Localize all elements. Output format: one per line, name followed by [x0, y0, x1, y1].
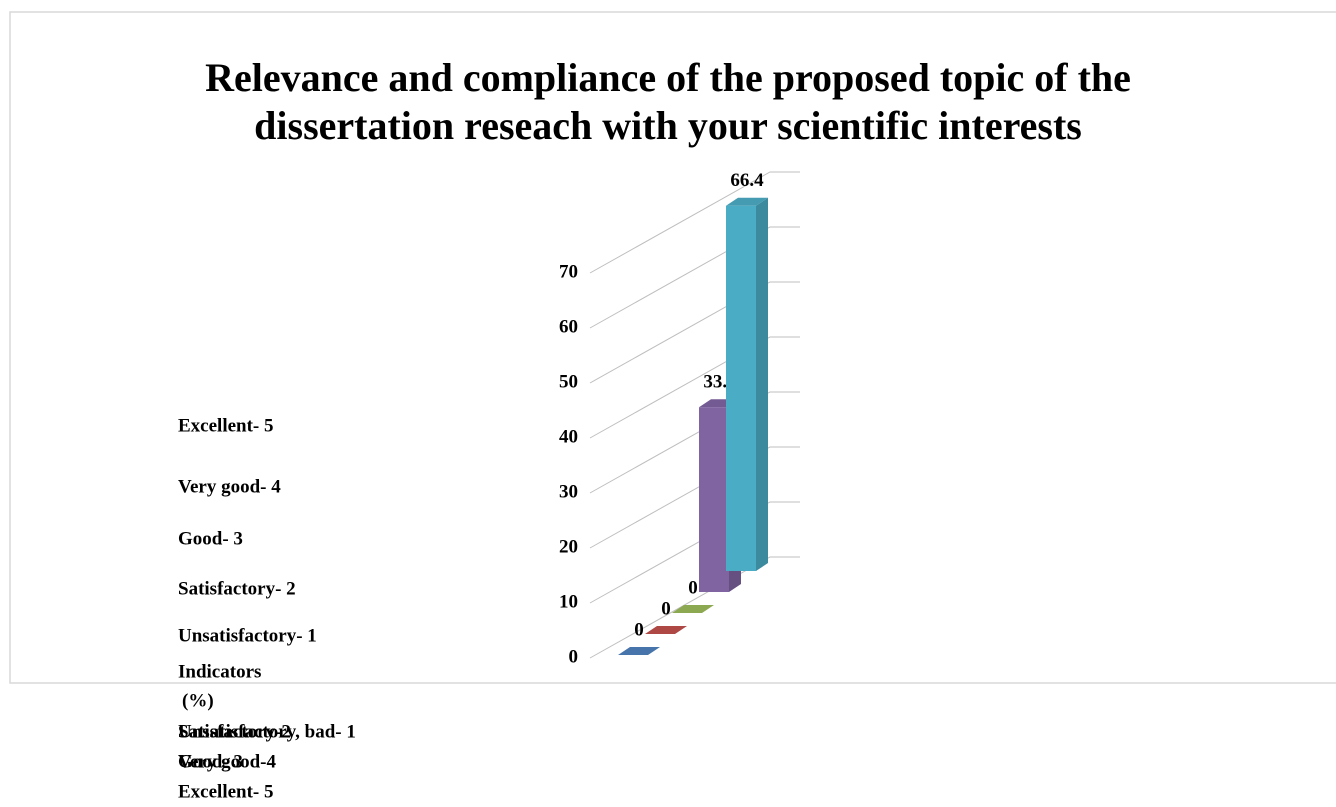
grid-line [589, 281, 800, 384]
footer-label: Very good-4 [178, 751, 276, 772]
chart-title: Relevance and compliance of the proposed… [205, 55, 1131, 100]
bar-face [672, 605, 714, 613]
footer-label: Satisfactory-2 [178, 721, 291, 742]
y-tick-label: 50 [559, 371, 578, 392]
legend-label: Excellent- 5 [178, 415, 274, 436]
value-label: 0 [688, 577, 698, 598]
bar-face [726, 197, 768, 206]
y-tick-label: 70 [559, 261, 578, 282]
y-tick-label: 30 [559, 481, 578, 502]
bar [672, 605, 714, 613]
legend-label: Good- 3 [178, 528, 243, 549]
grid-line [589, 226, 800, 329]
y-tick-label: 0 [569, 646, 579, 667]
y-tick-label: 10 [559, 591, 578, 612]
unit-label: (%) [182, 690, 214, 711]
footer-label: Excellent- 5 [178, 781, 274, 802]
bar [618, 647, 660, 655]
y-tick-label: 20 [559, 536, 578, 557]
legend-title: Indicators [178, 661, 261, 682]
y-tick-label: 40 [559, 426, 578, 447]
bar-face [618, 647, 660, 655]
bar [645, 626, 687, 634]
grid-line [589, 336, 800, 439]
bar-face [756, 197, 768, 572]
chart-title: dissertation reseach with your scientifi… [254, 103, 1082, 148]
legend-label: Unsatisfactory- 1 [178, 625, 317, 646]
chart-frame [9, 11, 1336, 684]
grid-line [589, 556, 800, 659]
bar-face [645, 626, 687, 634]
grid-line [589, 171, 800, 274]
footer-label: Good- 3 [178, 751, 243, 772]
grid-line [589, 501, 800, 604]
footer-label: Unsatisfactory, bad- 1 [178, 721, 356, 742]
value-label: 66.4 [730, 170, 764, 191]
legend-label: Satisfactory- 2 [178, 578, 296, 599]
legend-label: Very good- 4 [178, 476, 281, 497]
grid-line [589, 391, 800, 494]
grid-line [589, 446, 800, 549]
value-label: 0 [661, 598, 671, 619]
bar-face [699, 407, 729, 592]
bar [726, 197, 768, 572]
y-tick-label: 60 [559, 316, 578, 337]
value-label: 0 [634, 619, 644, 640]
bar-face [726, 205, 756, 572]
